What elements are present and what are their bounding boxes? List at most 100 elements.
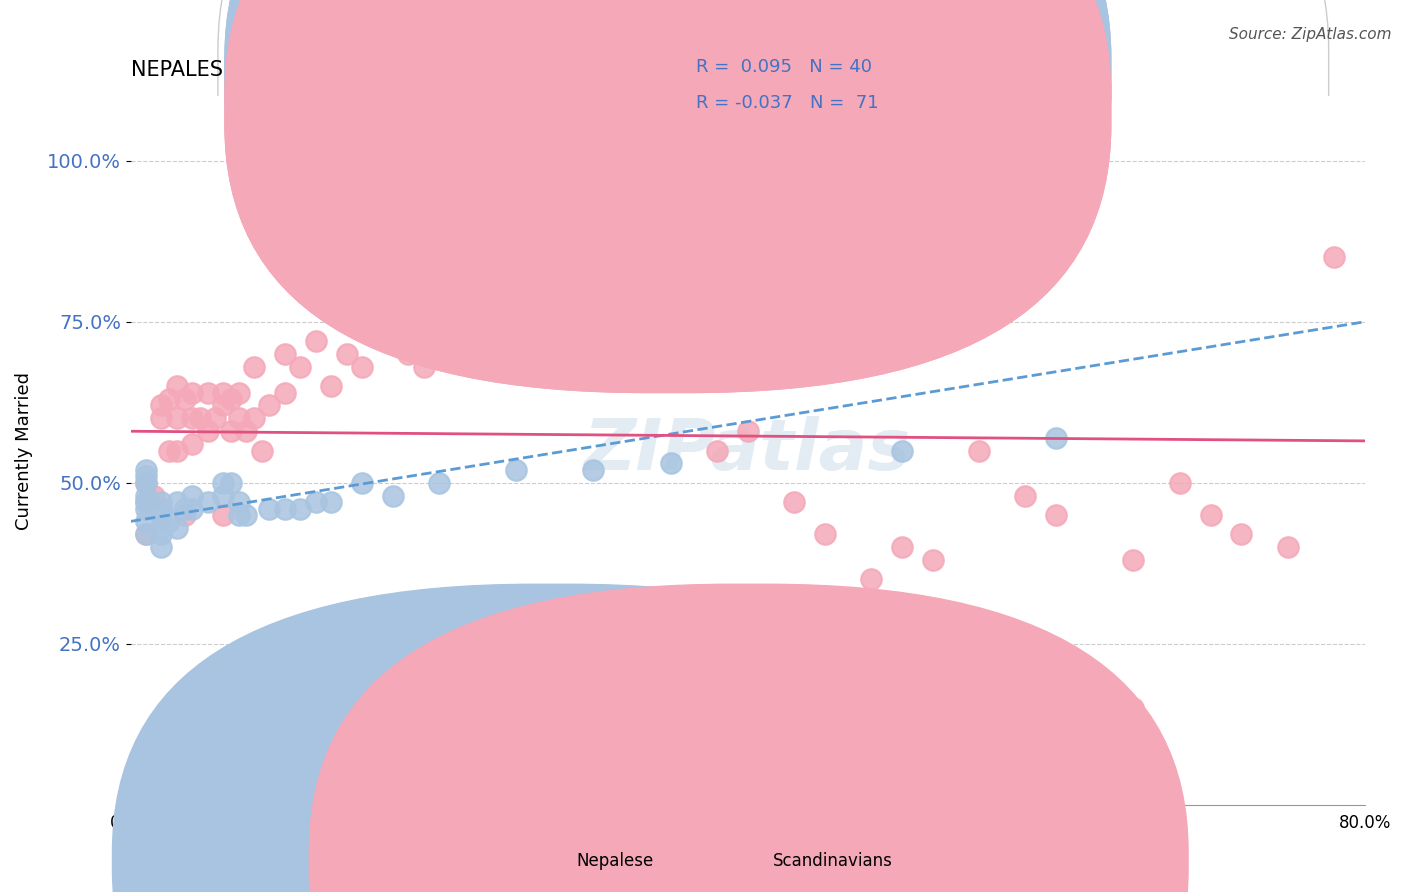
Point: [212, 385, 235, 400]
Text: Nepalese: Nepalese: [576, 852, 654, 870]
Point: [135, 475, 157, 490]
Point: [243, 359, 266, 374]
Point: [157, 515, 180, 529]
Point: [1230, 527, 1253, 541]
Point: [321, 495, 343, 509]
Point: [1277, 540, 1299, 554]
Point: [135, 527, 157, 541]
Point: [157, 443, 180, 458]
Point: [1323, 251, 1346, 265]
Point: [967, 443, 990, 458]
Point: [197, 495, 219, 509]
Point: [181, 385, 204, 400]
Point: [212, 475, 235, 490]
Text: Source: ZipAtlas.com: Source: ZipAtlas.com: [1229, 27, 1392, 42]
Point: [166, 379, 188, 393]
Point: [1014, 489, 1036, 503]
Point: [659, 457, 682, 471]
Point: [212, 489, 235, 503]
Point: [135, 527, 157, 541]
Point: [290, 359, 312, 374]
Point: [166, 411, 188, 425]
Point: [381, 334, 404, 348]
Point: [135, 495, 157, 509]
Point: [204, 411, 226, 425]
Point: [567, 295, 589, 310]
Point: [706, 605, 728, 619]
Point: [235, 508, 257, 522]
Point: [259, 501, 281, 516]
Point: [135, 515, 157, 529]
Point: [173, 501, 195, 516]
Point: [1045, 431, 1067, 445]
Point: [197, 385, 219, 400]
Point: [706, 443, 728, 458]
Point: [142, 489, 165, 503]
Point: [219, 424, 242, 438]
Point: [212, 508, 235, 522]
Point: [505, 218, 527, 232]
Point: [135, 463, 157, 477]
Point: [150, 521, 173, 535]
Point: [157, 392, 180, 406]
Point: [458, 347, 481, 361]
Point: [1045, 508, 1067, 522]
Point: [197, 424, 219, 438]
Text: NEPALESE VS SCANDINAVIAN CURRENTLY MARRIED CORRELATION CHART: NEPALESE VS SCANDINAVIAN CURRENTLY MARRI…: [131, 60, 897, 79]
Point: [166, 495, 188, 509]
Point: [1199, 508, 1222, 522]
Point: [350, 359, 373, 374]
Point: [150, 508, 173, 522]
Point: [150, 527, 173, 541]
Point: [150, 540, 173, 554]
Text: R = -0.037   N =  71: R = -0.037 N = 71: [696, 95, 879, 112]
Point: [228, 495, 250, 509]
Point: [1122, 701, 1144, 715]
Point: [150, 411, 173, 425]
Point: [173, 392, 195, 406]
Point: [219, 392, 242, 406]
Point: [536, 347, 558, 361]
Point: [321, 379, 343, 393]
Point: [181, 411, 204, 425]
Text: Scandinavians: Scandinavians: [773, 852, 893, 870]
Point: [135, 501, 157, 516]
Point: [181, 437, 204, 451]
Point: [228, 411, 250, 425]
Point: [250, 443, 273, 458]
Point: [443, 283, 465, 297]
Point: [135, 489, 157, 503]
Point: [891, 540, 914, 554]
Point: [274, 501, 297, 516]
Point: [381, 489, 404, 503]
Point: [305, 334, 328, 348]
Point: [891, 443, 914, 458]
Y-axis label: Currently Married: Currently Married: [15, 372, 32, 530]
Point: [582, 463, 605, 477]
Point: [350, 475, 373, 490]
Point: [150, 399, 173, 413]
Point: [135, 475, 157, 490]
Point: [613, 283, 636, 297]
Text: R =  0.095   N = 40: R = 0.095 N = 40: [696, 58, 872, 76]
Point: [135, 469, 157, 483]
Point: [243, 411, 266, 425]
Point: [259, 399, 281, 413]
Point: [274, 385, 297, 400]
Point: [921, 553, 943, 567]
Point: [173, 508, 195, 522]
Point: [783, 495, 806, 509]
Point: [336, 347, 359, 361]
Point: [814, 527, 837, 541]
Point: [235, 424, 257, 438]
Point: [228, 508, 250, 522]
Point: [412, 359, 434, 374]
Point: [737, 424, 759, 438]
Point: [1168, 475, 1191, 490]
Point: [150, 501, 173, 516]
Point: [1122, 553, 1144, 567]
Point: [396, 347, 419, 361]
Point: [427, 334, 450, 348]
Point: [474, 359, 496, 374]
Point: [366, 315, 388, 329]
